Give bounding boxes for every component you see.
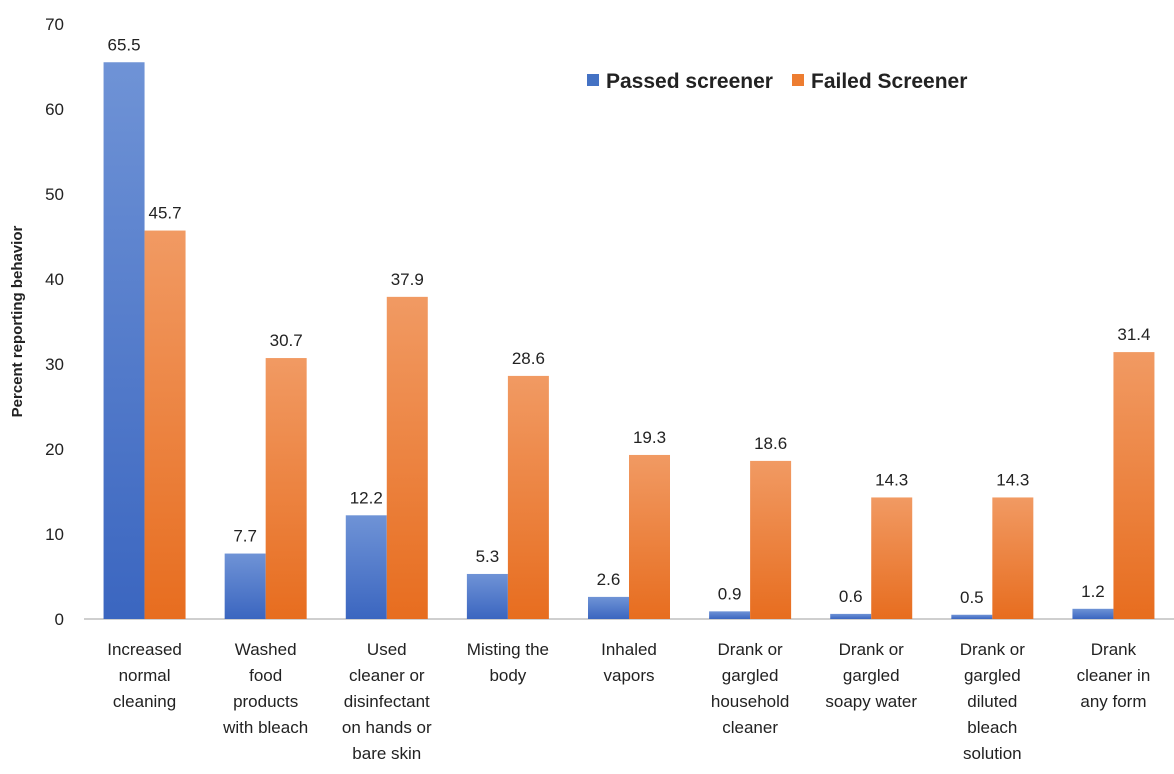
x-category-label-line: diluted [967,692,1017,711]
data-label-passed-4: 2.6 [597,570,621,589]
x-category-label-line: cleaner [722,718,778,737]
y-axis-title-group: Percent reporting behavior [9,225,26,417]
x-category-label-line: bare skin [352,744,421,763]
x-category-label-line: Misting the [467,640,549,659]
x-category-label-line: Drank [1091,640,1137,659]
x-category-label-line: gargled [722,666,779,685]
data-label-passed-1: 7.7 [233,527,257,546]
x-category-label-line: disinfectant [344,692,430,711]
bar-passed-4 [588,596,629,619]
x-category-label-line: soapy water [825,692,917,711]
legend-swatch-passed [587,74,599,86]
data-label-failed-5: 18.6 [754,434,787,453]
data-label-failed-1: 30.7 [270,331,303,350]
x-category-label-line: solution [963,744,1022,763]
data-label-failed-6: 14.3 [875,470,908,489]
data-labels-group: 65.5 45.7 7.7 30.7 12.2 37.9 5.3 28.6 2.6 19.3 0.9… [108,35,1151,607]
data-label-passed-7: 0.5 [960,588,984,607]
y-tick-label: 50 [45,185,64,204]
bar-passed-2 [345,515,387,619]
x-category-label-line: gargled [964,666,1021,685]
x-category-label-line: bleach [967,718,1017,737]
x-category-label-line: cleaning [113,692,176,711]
legend-swatch-failed [792,74,804,86]
bar-failed-1 [265,358,307,619]
data-label-failed-0: 45.7 [149,204,182,223]
x-category-label-line: Used [367,640,407,659]
legend: Passed screener Failed Screener [587,70,967,93]
x-category-label-line: products [233,692,298,711]
legend-label-failed: Failed Screener [811,70,967,93]
bar-failed-5 [750,460,792,619]
x-category-label-line: on hands or [342,718,432,737]
bar-passed-1 [224,553,266,619]
x-category-label-line: Inhaled [601,640,657,659]
data-label-passed-0: 65.5 [108,35,141,54]
bar-passed-8 [1072,608,1114,619]
x-category-label-line: any form [1080,692,1146,711]
data-label-passed-2: 12.2 [350,488,383,507]
bars-group [103,62,1155,620]
bar-failed-3 [507,375,549,619]
y-axis-title: Percent reporting behavior [9,225,26,417]
x-axis-category-labels: Increased normal cleaning Washed food product… [107,640,1150,763]
bar-passed-7 [951,614,993,619]
bar-failed-4 [629,454,670,619]
y-tick-label: 0 [55,610,64,629]
legend-label-passed: Passed screener [606,70,773,93]
x-category-label-line: cleaner in [1077,666,1151,685]
x-category-label-line: food [249,666,282,685]
y-tick-label: 30 [45,355,64,374]
data-label-passed-8: 1.2 [1081,582,1105,601]
bar-failed-7 [992,497,1034,619]
x-category-label-line: normal [119,666,171,685]
data-label-failed-2: 37.9 [391,270,424,289]
y-tick-label: 10 [45,525,64,544]
y-axis-ticks: 0 10 20 30 40 50 60 70 [45,15,64,629]
data-label-failed-4: 19.3 [633,428,666,447]
x-category-label-line: Increased [107,640,182,659]
bar-failed-0 [144,230,186,620]
bar-passed-0 [103,62,145,619]
data-label-failed-8: 31.4 [1117,325,1150,344]
data-label-passed-3: 5.3 [476,547,500,566]
x-category-label-line: cleaner or [349,666,425,685]
x-category-label-line: Drank or [839,640,905,659]
x-category-label-line: body [489,666,526,685]
y-tick-label: 70 [45,15,64,34]
x-category-label-line: vapors [603,666,654,685]
bar-passed-6 [830,613,872,619]
y-tick-label: 20 [45,440,64,459]
bar-passed-3 [466,573,508,619]
x-category-label-line: with bleach [222,718,308,737]
y-tick-label: 60 [45,100,64,119]
bar-failed-2 [386,296,428,619]
x-category-label-line: household [711,692,789,711]
data-label-failed-3: 28.6 [512,349,545,368]
data-label-failed-7: 14.3 [996,470,1029,489]
data-label-passed-6: 0.6 [839,587,863,606]
x-category-label-line: Drank or [718,640,784,659]
data-label-passed-5: 0.9 [718,584,742,603]
bar-failed-8 [1113,352,1155,619]
y-tick-label: 40 [45,270,64,289]
x-category-label-line: Drank or [960,640,1026,659]
bar-passed-5 [709,611,751,619]
x-category-label-line: Washed [235,640,297,659]
x-category-label-line: gargled [843,666,900,685]
bar-failed-6 [871,497,913,619]
